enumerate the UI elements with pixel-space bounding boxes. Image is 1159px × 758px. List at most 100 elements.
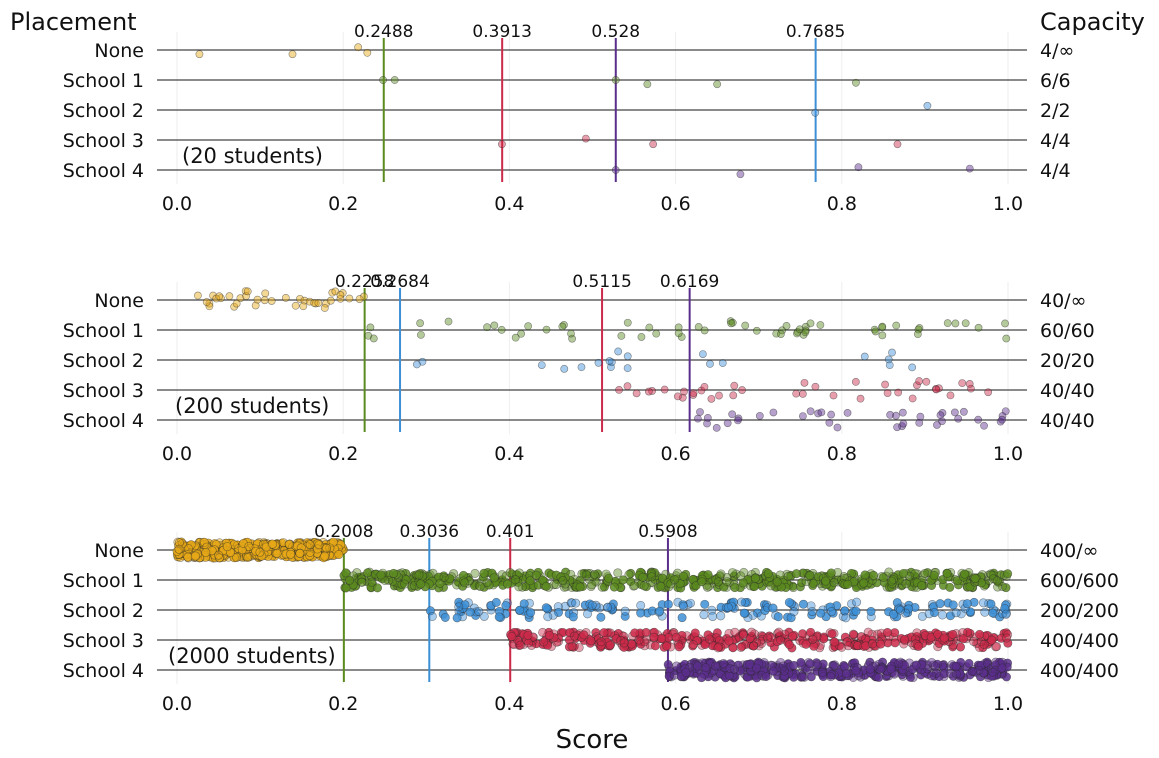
data-point <box>222 542 232 552</box>
data-point <box>663 599 673 609</box>
data-point <box>551 580 561 590</box>
data-point <box>475 582 485 592</box>
data-point <box>747 627 757 637</box>
data-point <box>640 637 650 647</box>
data-point <box>749 641 759 651</box>
data-point <box>674 642 684 652</box>
data-point <box>713 80 722 89</box>
data-point <box>577 363 586 372</box>
data-point <box>956 642 966 652</box>
data-point <box>356 577 366 587</box>
right-axis-header: Capacity <box>1040 8 1145 36</box>
data-point <box>693 414 702 423</box>
data-point <box>636 600 646 610</box>
data-point <box>541 581 551 591</box>
data-point <box>932 385 941 394</box>
data-point <box>479 568 489 578</box>
data-point <box>827 410 836 419</box>
data-point <box>657 634 667 644</box>
data-point <box>776 330 785 338</box>
data-point <box>174 544 184 554</box>
data-point <box>494 612 504 622</box>
data-point <box>917 611 927 621</box>
data-point <box>195 50 204 59</box>
data-point <box>688 640 698 650</box>
data-point <box>713 577 723 587</box>
data-point <box>544 630 554 640</box>
capacity-label: 600/600 <box>1040 570 1119 592</box>
data-point <box>852 78 860 87</box>
data-point <box>630 628 640 638</box>
data-point <box>811 382 820 391</box>
data-point <box>697 673 707 683</box>
data-point <box>444 317 453 326</box>
data-point <box>1000 604 1010 614</box>
data-point <box>586 636 596 646</box>
data-point <box>569 631 579 641</box>
data-point <box>905 672 915 682</box>
data-point <box>202 298 211 306</box>
data-point <box>400 579 410 589</box>
data-point <box>581 134 590 143</box>
data-point <box>244 541 254 551</box>
data-point <box>723 419 732 428</box>
data-point <box>798 390 807 398</box>
data-point <box>960 569 970 579</box>
data-point <box>636 608 646 618</box>
data-point <box>917 580 927 590</box>
data-point <box>901 608 911 618</box>
x-tick-label: 0.2 <box>328 443 358 465</box>
data-point <box>242 292 250 300</box>
data-point <box>1003 569 1013 579</box>
data-point <box>894 388 903 397</box>
data-point <box>681 667 691 677</box>
x-tick-label: 1.0 <box>993 693 1023 715</box>
data-point <box>722 577 732 587</box>
data-point <box>611 76 620 84</box>
data-point <box>515 605 525 615</box>
data-point <box>718 658 728 668</box>
data-point <box>734 416 742 425</box>
data-point <box>737 597 747 607</box>
data-point <box>305 540 315 550</box>
data-point <box>730 381 739 390</box>
data-point <box>445 574 455 584</box>
data-point <box>792 389 801 398</box>
data-point <box>705 634 715 644</box>
data-point <box>439 572 449 582</box>
data-point <box>965 164 974 173</box>
data-point <box>930 661 940 671</box>
data-point <box>201 548 211 558</box>
data-point <box>969 636 979 646</box>
capacity-label: 4/4 <box>1040 160 1071 182</box>
data-point <box>627 639 637 649</box>
data-point <box>784 640 794 650</box>
data-point <box>1001 672 1011 682</box>
data-point <box>638 572 648 582</box>
data-point <box>305 547 315 557</box>
data-point <box>253 295 262 304</box>
data-point <box>964 658 974 668</box>
data-point <box>232 552 242 562</box>
data-point <box>900 660 910 670</box>
data-point <box>541 603 551 613</box>
data-point <box>752 326 761 335</box>
data-point <box>788 631 798 641</box>
cutoff-label: 0.528 <box>591 22 640 42</box>
data-point <box>948 640 958 650</box>
data-point <box>558 576 568 586</box>
data-point <box>519 599 529 609</box>
data-point <box>334 550 344 560</box>
data-point <box>729 664 739 674</box>
data-point <box>757 634 767 644</box>
data-point <box>373 583 383 593</box>
data-point <box>706 360 714 368</box>
data-point <box>806 672 816 682</box>
data-point <box>782 321 791 330</box>
data-point <box>951 319 960 328</box>
data-point <box>772 577 782 587</box>
data-point <box>490 321 499 330</box>
data-point <box>915 418 924 427</box>
data-point <box>1001 407 1010 416</box>
data-point <box>623 382 632 391</box>
